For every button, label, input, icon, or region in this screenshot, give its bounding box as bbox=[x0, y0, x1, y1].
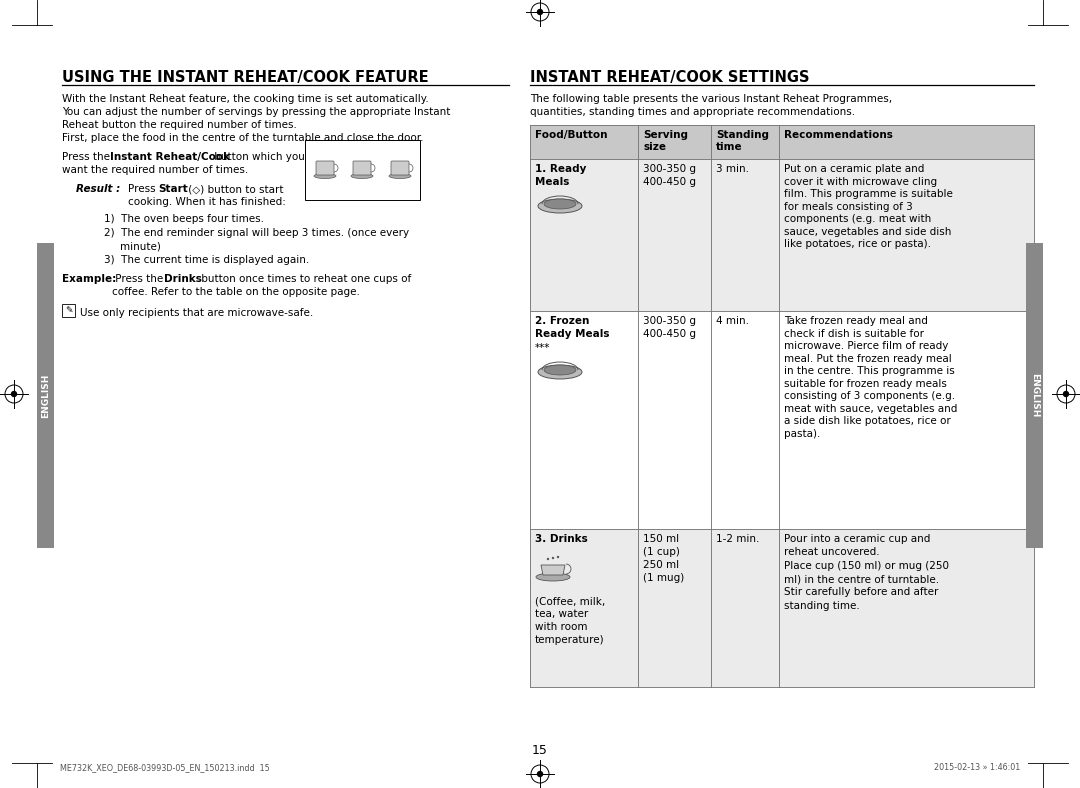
Ellipse shape bbox=[389, 173, 411, 179]
Text: Reheat button the required number of times.: Reheat button the required number of tim… bbox=[62, 120, 297, 130]
Text: want the required number of times.: want the required number of times. bbox=[62, 165, 248, 175]
Text: First, place the food in the centre of the turntable and close the door.: First, place the food in the centre of t… bbox=[62, 133, 423, 143]
Text: Put on a ceramic plate and
cover it with microwave cling
film. This programme is: Put on a ceramic plate and cover it with… bbox=[784, 164, 953, 249]
Ellipse shape bbox=[538, 199, 582, 213]
Text: 250 ml: 250 ml bbox=[643, 560, 679, 570]
Text: (1 cup): (1 cup) bbox=[643, 547, 680, 557]
Circle shape bbox=[538, 771, 542, 776]
Text: 3)  The current time is displayed again.: 3) The current time is displayed again. bbox=[104, 255, 309, 265]
Bar bbox=[305, 140, 420, 200]
Ellipse shape bbox=[544, 365, 576, 375]
Bar bbox=[530, 125, 1034, 159]
Text: ENGLISH: ENGLISH bbox=[1030, 374, 1039, 418]
Text: 1)  The oven beeps four times.: 1) The oven beeps four times. bbox=[104, 214, 264, 224]
Text: ***: *** bbox=[535, 343, 551, 353]
Text: 300-350 g: 300-350 g bbox=[643, 164, 696, 174]
Text: INSTANT REHEAT/COOK SETTINGS: INSTANT REHEAT/COOK SETTINGS bbox=[530, 70, 810, 85]
Circle shape bbox=[557, 556, 559, 558]
Ellipse shape bbox=[536, 573, 570, 581]
Circle shape bbox=[552, 557, 554, 559]
Text: You can adjust the number of servings by pressing the appropriate Instant: You can adjust the number of servings by… bbox=[62, 107, 450, 117]
Text: Use only recipients that are microwave-safe.: Use only recipients that are microwave-s… bbox=[80, 308, 313, 318]
Text: coffee. Refer to the table on the opposite page.: coffee. Refer to the table on the opposi… bbox=[112, 287, 360, 297]
Text: tea, water: tea, water bbox=[535, 609, 589, 619]
Ellipse shape bbox=[544, 199, 576, 209]
Text: button which you: button which you bbox=[211, 152, 305, 162]
Text: button once times to reheat one cups of: button once times to reheat one cups of bbox=[198, 274, 411, 284]
Text: 3. Drinks: 3. Drinks bbox=[535, 534, 588, 544]
Text: ✎: ✎ bbox=[65, 306, 72, 315]
Bar bbox=[530, 311, 1034, 529]
Circle shape bbox=[538, 9, 542, 14]
Text: Result :: Result : bbox=[76, 184, 120, 194]
FancyBboxPatch shape bbox=[316, 161, 334, 175]
Text: (◇) button to start: (◇) button to start bbox=[185, 184, 283, 194]
Circle shape bbox=[546, 558, 550, 560]
Text: 2015-02-13 » 1:46:01: 2015-02-13 » 1:46:01 bbox=[934, 764, 1020, 772]
Text: Recommendations: Recommendations bbox=[784, 130, 893, 140]
Text: (1 mug): (1 mug) bbox=[643, 573, 685, 583]
Text: Example:: Example: bbox=[62, 274, 117, 284]
Text: 2)  The end reminder signal will beep 3 times. (once every: 2) The end reminder signal will beep 3 t… bbox=[104, 228, 409, 238]
Text: With the Instant Reheat feature, the cooking time is set automatically.: With the Instant Reheat feature, the coo… bbox=[62, 94, 429, 104]
Text: 150 ml: 150 ml bbox=[643, 534, 679, 544]
Text: USING THE INSTANT REHEAT/COOK FEATURE: USING THE INSTANT REHEAT/COOK FEATURE bbox=[62, 70, 429, 85]
Text: 15: 15 bbox=[532, 744, 548, 756]
Circle shape bbox=[1064, 392, 1068, 396]
Text: Meals: Meals bbox=[535, 177, 569, 187]
Bar bbox=[530, 529, 1034, 687]
Text: 1. Ready: 1. Ready bbox=[535, 164, 586, 174]
Text: quantities, standing times and appropriate recommendations.: quantities, standing times and appropria… bbox=[530, 107, 855, 117]
Text: Food/Button: Food/Button bbox=[535, 130, 607, 140]
Text: Take frozen ready meal and
check if dish is suitable for
microwave. Pierce film : Take frozen ready meal and check if dish… bbox=[784, 316, 957, 439]
Text: Press: Press bbox=[129, 184, 159, 194]
Bar bbox=[530, 159, 1034, 311]
Text: 400-450 g: 400-450 g bbox=[643, 177, 696, 187]
Text: Pour into a ceramic cup and
reheat uncovered.
Place cup (150 ml) or mug (250
ml): Pour into a ceramic cup and reheat uncov… bbox=[784, 534, 949, 611]
FancyBboxPatch shape bbox=[391, 161, 409, 175]
Text: with room: with room bbox=[535, 622, 588, 632]
Text: 400-450 g: 400-450 g bbox=[643, 329, 696, 339]
Text: Press the: Press the bbox=[62, 152, 113, 162]
Bar bbox=[62, 304, 75, 317]
Text: Instant Reheat/Cook: Instant Reheat/Cook bbox=[110, 152, 230, 162]
Text: 3 min.: 3 min. bbox=[716, 164, 750, 174]
Text: ENGLISH: ENGLISH bbox=[41, 374, 50, 418]
Text: 2. Frozen: 2. Frozen bbox=[535, 316, 590, 326]
Text: 300-350 g: 300-350 g bbox=[643, 316, 696, 326]
Text: 1-2 min.: 1-2 min. bbox=[716, 534, 759, 544]
Text: Start: Start bbox=[158, 184, 188, 194]
Ellipse shape bbox=[314, 173, 336, 179]
Bar bbox=[1026, 243, 1043, 548]
Bar bbox=[37, 243, 54, 548]
Text: Drinks: Drinks bbox=[164, 274, 202, 284]
Text: cooking. When it has finished:: cooking. When it has finished: bbox=[129, 197, 286, 207]
Text: minute): minute) bbox=[120, 241, 161, 251]
Ellipse shape bbox=[351, 173, 373, 179]
Circle shape bbox=[12, 392, 16, 396]
Text: Serving
size: Serving size bbox=[643, 130, 688, 152]
Text: Press the: Press the bbox=[112, 274, 166, 284]
Text: Ready Meals: Ready Meals bbox=[535, 329, 609, 339]
Text: (Coffee, milk,: (Coffee, milk, bbox=[535, 596, 605, 606]
Text: The following table presents the various Instant Reheat Programmes,: The following table presents the various… bbox=[530, 94, 892, 104]
Text: Standing
time: Standing time bbox=[716, 130, 769, 152]
FancyBboxPatch shape bbox=[353, 161, 372, 175]
Text: temperature): temperature) bbox=[535, 635, 605, 645]
Text: 4 min.: 4 min. bbox=[716, 316, 750, 326]
Text: ME732K_XEO_DE68-03993D-05_EN_150213.indd  15: ME732K_XEO_DE68-03993D-05_EN_150213.indd… bbox=[60, 764, 270, 772]
Ellipse shape bbox=[538, 365, 582, 379]
Polygon shape bbox=[541, 565, 565, 575]
